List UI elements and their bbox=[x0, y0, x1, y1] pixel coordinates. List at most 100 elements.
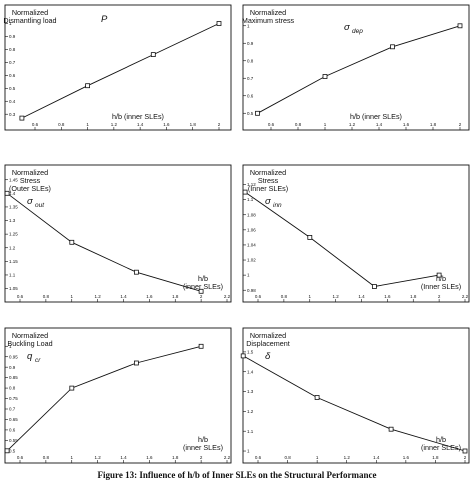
data-point bbox=[388, 426, 394, 432]
x-tick-label: 1.8 bbox=[190, 122, 197, 127]
y-tick-label: 0.8 bbox=[9, 386, 16, 391]
x-tick-label: 1.6 bbox=[146, 294, 153, 299]
y-tick-label: 0.55 bbox=[9, 438, 18, 443]
data-line bbox=[6, 345, 202, 452]
chart-title-line: Normalized bbox=[12, 168, 48, 177]
data-point bbox=[242, 189, 248, 195]
data-point bbox=[255, 110, 260, 116]
y-tick-label: 1 bbox=[247, 273, 250, 278]
x-tick-label: 1.8 bbox=[172, 294, 179, 299]
chart-title-line: Stress bbox=[20, 176, 41, 185]
data-point bbox=[133, 360, 139, 366]
x-tick-label: 1.2 bbox=[344, 455, 351, 460]
x-tick-label: 1.8 bbox=[430, 122, 437, 127]
y-tick-label: 1.3 bbox=[9, 218, 16, 223]
chart-panel-3: 1.05 1.1 1.15 1.2 1.25 1.3 1.35 1.4 1.45 0.6 0.8 1 1… bbox=[4, 164, 232, 303]
plot-frame bbox=[242, 4, 470, 131]
y-tick-label: 0.6 bbox=[9, 73, 16, 78]
variable-subscript: cr bbox=[35, 357, 41, 364]
chart-panel-1: 0.3 0.4 0.5 0.6 0.7 0.8 0.9 1 0.6 0.8 1 1.2 1.4 1.6 1.… bbox=[3, 4, 232, 131]
data-point bbox=[4, 190, 10, 196]
x-tick-label: 1.2 bbox=[332, 294, 339, 299]
chart-title-line: Normalized bbox=[12, 8, 48, 17]
x-tick-label: 1 bbox=[86, 122, 89, 127]
x-axis-label: h/b (inner SLEs) bbox=[350, 112, 402, 121]
data-point bbox=[314, 395, 320, 400]
x-tick-label: 1.8 bbox=[172, 455, 179, 460]
y-tick-label: 0.5 bbox=[9, 448, 16, 453]
x-tick-label: 0.8 bbox=[58, 122, 65, 127]
x-tick-label: 0.8 bbox=[43, 455, 50, 460]
chart-title-line: Stress bbox=[258, 176, 279, 185]
x-tick-label: 1.6 bbox=[146, 455, 153, 460]
data-point bbox=[322, 74, 328, 79]
x-tick-label: 1 bbox=[308, 294, 311, 299]
y-tick-label: 1.35 bbox=[9, 205, 18, 210]
y-tick-label: 0.7 bbox=[9, 407, 16, 412]
y-tick-label: 1.04 bbox=[247, 243, 256, 248]
x-tick-label: 1.4 bbox=[358, 294, 365, 299]
x-tick-label: 1 bbox=[70, 294, 73, 299]
data-line bbox=[6, 192, 202, 292]
data-point bbox=[198, 288, 204, 294]
y-tick-label: 0.98 bbox=[247, 288, 256, 293]
x-tick-label: 0.8 bbox=[284, 455, 291, 460]
y-tick-label: 1.15 bbox=[9, 259, 18, 264]
x-axis-label: h/b (inner SLEs) bbox=[112, 112, 164, 121]
x-tick-label: 0.6 bbox=[17, 455, 24, 460]
y-tick-label: 0.5 bbox=[247, 111, 254, 116]
y-tick-label: 0.7 bbox=[247, 76, 254, 81]
y-tick-label: 1.12 bbox=[247, 182, 256, 187]
variable-symbol: q bbox=[27, 351, 33, 362]
x-tick-label: 2.2 bbox=[462, 294, 469, 299]
variable-symbol: σ bbox=[265, 196, 272, 207]
chart-panel-6: 1 1.1 1.2 1.3 1.4 1.5 0.6 0.8 1 1.2 1.4 1.6 1.8 2 Norm… bbox=[240, 327, 470, 464]
data-point bbox=[462, 448, 468, 454]
chart-title-line: Normalized bbox=[250, 8, 286, 17]
y-tick-label: 1.1 bbox=[247, 197, 254, 202]
y-tick-label: 1.4 bbox=[247, 369, 254, 374]
y-tick-label: 0.75 bbox=[9, 396, 18, 401]
data-point bbox=[19, 115, 25, 121]
x-tick-label: 2 bbox=[200, 294, 203, 299]
variable-symbol: σ bbox=[344, 22, 351, 33]
data-point bbox=[436, 272, 442, 278]
data-line bbox=[242, 355, 466, 452]
y-tick-label: 1.2 bbox=[9, 245, 16, 250]
x-tick-label: 1.8 bbox=[410, 294, 417, 299]
x-tick-label: 0.6 bbox=[32, 122, 39, 127]
plot-frame bbox=[4, 164, 232, 303]
chart-panel-2: 0.5 0.6 0.7 0.8 0.9 1 0.6 0.8 1 1.2 1.4 1.6 1.8 2 Norm… bbox=[242, 4, 470, 131]
data-point bbox=[4, 448, 10, 454]
chart-panel-5: 0.5 0.55 0.6 0.65 0.7 0.75 0.8 0.85 0.9 0.95 1 0.6 0… bbox=[4, 327, 232, 464]
data-point bbox=[69, 239, 75, 245]
x-tick-label: 1 bbox=[70, 455, 73, 460]
y-tick-label: 1.5 bbox=[247, 349, 254, 354]
x-axis-label-line: (inner SLEs) bbox=[421, 443, 461, 452]
x-tick-label: 0.8 bbox=[43, 294, 50, 299]
x-tick-label: 0.6 bbox=[255, 294, 262, 299]
data-point bbox=[133, 269, 139, 275]
y-tick-label: 1 bbox=[9, 344, 12, 349]
x-tick-label: 2.2 bbox=[224, 455, 231, 460]
data-point bbox=[240, 353, 246, 359]
y-tick-label: 1.45 bbox=[9, 177, 18, 182]
y-tick-label: 0.8 bbox=[9, 47, 16, 52]
plot-frame bbox=[4, 327, 232, 464]
x-tick-label: 1.6 bbox=[403, 122, 410, 127]
chart-title-line: Normalized bbox=[12, 331, 48, 340]
y-tick-label: 0.5 bbox=[9, 86, 16, 91]
x-tick-label: 1.4 bbox=[120, 455, 127, 460]
x-axis-label-line: h/b bbox=[198, 435, 208, 444]
y-tick-label: 1.1 bbox=[9, 273, 16, 278]
x-axis-label-line: h/b bbox=[436, 274, 446, 283]
y-tick-label: 0.9 bbox=[9, 365, 16, 370]
x-tick-label: 0.6 bbox=[255, 455, 262, 460]
x-tick-label: 1 bbox=[324, 122, 327, 127]
x-tick-label: 2 bbox=[200, 455, 203, 460]
x-axis-label-line: h/b bbox=[198, 274, 208, 283]
x-tick-label: 1.6 bbox=[403, 455, 410, 460]
x-tick-label: 1.6 bbox=[163, 122, 170, 127]
variable-symbol: δ bbox=[265, 351, 271, 362]
